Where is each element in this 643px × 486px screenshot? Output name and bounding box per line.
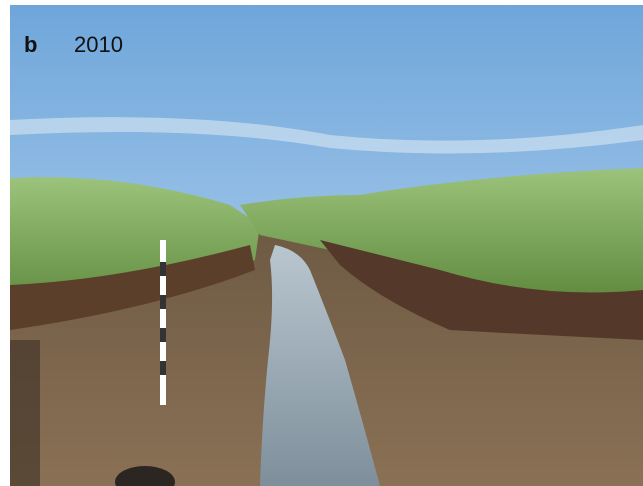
water-channel <box>260 245 380 486</box>
shadow <box>10 340 40 486</box>
cloud <box>10 117 643 154</box>
left-bank-soil <box>10 245 255 330</box>
right-bank-grass <box>240 168 643 300</box>
pole-band <box>160 295 166 309</box>
panel-year: 2010 <box>74 32 123 57</box>
pole-band <box>160 328 166 342</box>
pole <box>160 240 166 405</box>
right-bank-soil <box>320 240 643 340</box>
pole-band <box>160 361 166 375</box>
shadow <box>115 466 175 486</box>
scale-pole <box>160 240 166 405</box>
scene <box>10 5 643 486</box>
pole-band <box>160 262 166 276</box>
panel-label: b <box>24 32 37 57</box>
